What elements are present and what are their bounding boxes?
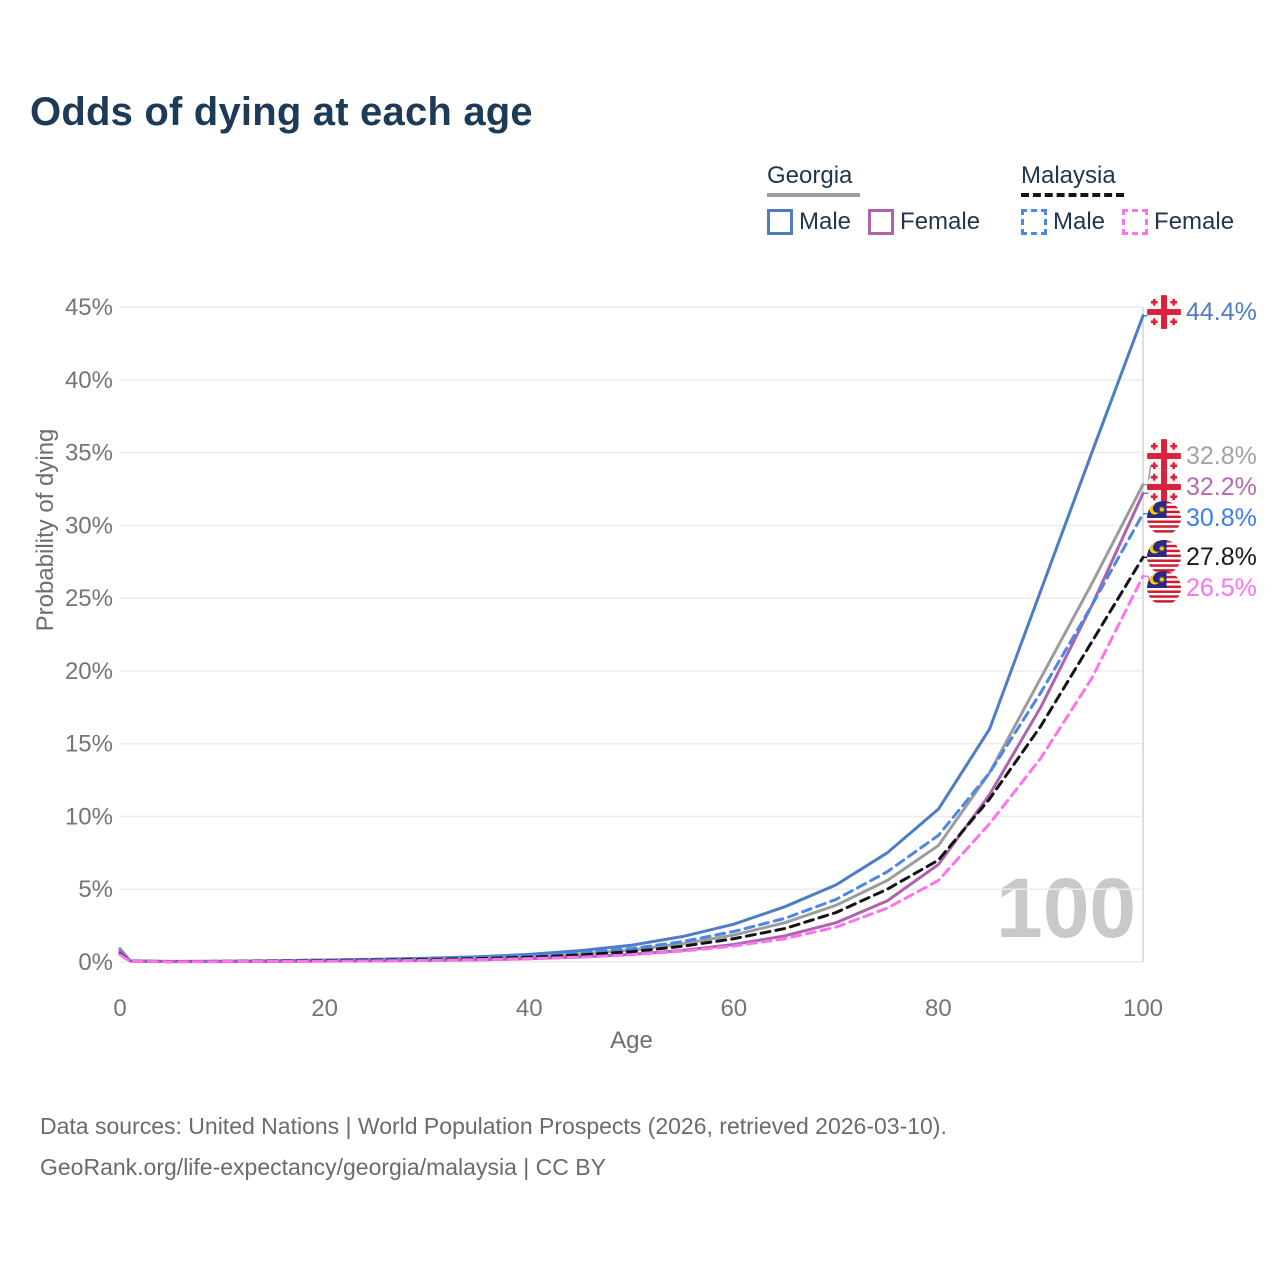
end-annotation-georgia-female: 32.2% xyxy=(1147,470,1257,504)
legend-underline-georgia xyxy=(767,193,860,197)
legend-item-georgia-male[interactable]: Male xyxy=(767,208,851,236)
y-tick-label: 20% xyxy=(65,658,113,685)
series-line-georgia-male[interactable] xyxy=(118,314,1145,963)
y-tick-label: 15% xyxy=(65,731,113,758)
end-annotation-malaysia-male: 30.8% xyxy=(1147,501,1257,535)
end-value-label: 27.8% xyxy=(1186,542,1257,571)
end-value-label: 32.2% xyxy=(1186,472,1257,501)
malaysia-flag-icon xyxy=(1147,540,1181,574)
legend-item-malaysia-male[interactable]: Male xyxy=(1021,208,1105,236)
malaysia-flag-icon xyxy=(1147,571,1181,605)
page-title: Odds of dying at each age xyxy=(30,90,533,134)
series-line-malaysia-both[interactable] xyxy=(118,555,1145,964)
y-tick-label: 25% xyxy=(65,585,113,612)
hover-age-watermark: 100 xyxy=(996,861,1137,955)
end-annotation-malaysia-both: 27.8% xyxy=(1147,540,1257,574)
malaysia-male-swatch xyxy=(1021,209,1047,235)
end-annotation-georgia-both: 32.8% xyxy=(1147,439,1257,473)
malaysia-flag-icon xyxy=(1147,501,1181,535)
y-tick-label: 40% xyxy=(65,367,113,394)
legend-label: Male xyxy=(799,208,852,235)
georgia-flag-icon xyxy=(1147,295,1181,329)
end-value-label: 32.8% xyxy=(1186,441,1257,470)
legend-title-malaysia[interactable]: Malaysia xyxy=(1021,162,1116,189)
footer: Data sources: United Nations | World Pop… xyxy=(40,1106,947,1188)
x-tick-label: 100 xyxy=(1123,995,1163,1022)
x-tick-label: 80 xyxy=(925,995,952,1022)
x-tick-label: 40 xyxy=(516,995,543,1022)
georgia-female-swatch xyxy=(868,209,895,235)
legend-item-malaysia-female[interactable]: Female xyxy=(1122,208,1234,236)
series-line-georgia-both[interactable] xyxy=(118,483,1145,964)
legend-item-georgia-female[interactable]: Female xyxy=(868,208,980,236)
legend-label: Male xyxy=(1053,208,1106,235)
legend-group-malaysia: Malaysia Male Female xyxy=(1021,162,1234,236)
end-annotation-georgia-male: 44.4% xyxy=(1147,295,1257,329)
legend-group-georgia: Georgia Male Female xyxy=(767,162,980,236)
georgia-flag-icon xyxy=(1147,439,1181,473)
legend-underline-malaysia xyxy=(1021,193,1124,197)
malaysia-female-swatch xyxy=(1122,209,1149,235)
y-tick-label: 10% xyxy=(65,803,113,830)
x-tick-label: 0 xyxy=(113,995,126,1022)
y-tick-label: 5% xyxy=(78,876,113,903)
series-line-malaysia-male[interactable] xyxy=(118,512,1145,964)
x-axis-title: Age xyxy=(610,1027,653,1054)
y-tick-label: 35% xyxy=(65,440,113,467)
y-tick-label: 30% xyxy=(65,512,113,539)
end-annotation-malaysia-female: 26.5% xyxy=(1147,571,1257,605)
end-value-label: 30.8% xyxy=(1186,503,1257,532)
y-tick-label: 45% xyxy=(65,294,113,321)
legend-label: Female xyxy=(900,208,981,235)
footer-sources: Data sources: United Nations | World Pop… xyxy=(40,1113,947,1139)
end-value-label: 44.4% xyxy=(1186,297,1257,326)
y-tick-label: 0% xyxy=(78,949,113,976)
georgia-male-swatch xyxy=(767,209,793,235)
end-value-label: 26.5% xyxy=(1186,573,1257,602)
x-tick-label: 60 xyxy=(720,995,747,1022)
footer-url: GeoRank.org/life-expectancy/georgia/mala… xyxy=(40,1154,606,1180)
series-line-malaysia-female[interactable] xyxy=(118,574,1145,964)
legend-title-georgia[interactable]: Georgia xyxy=(767,162,853,189)
georgia-flag-icon xyxy=(1147,470,1181,504)
x-tick-label: 20 xyxy=(311,995,338,1022)
legend-label: Female xyxy=(1154,208,1235,235)
